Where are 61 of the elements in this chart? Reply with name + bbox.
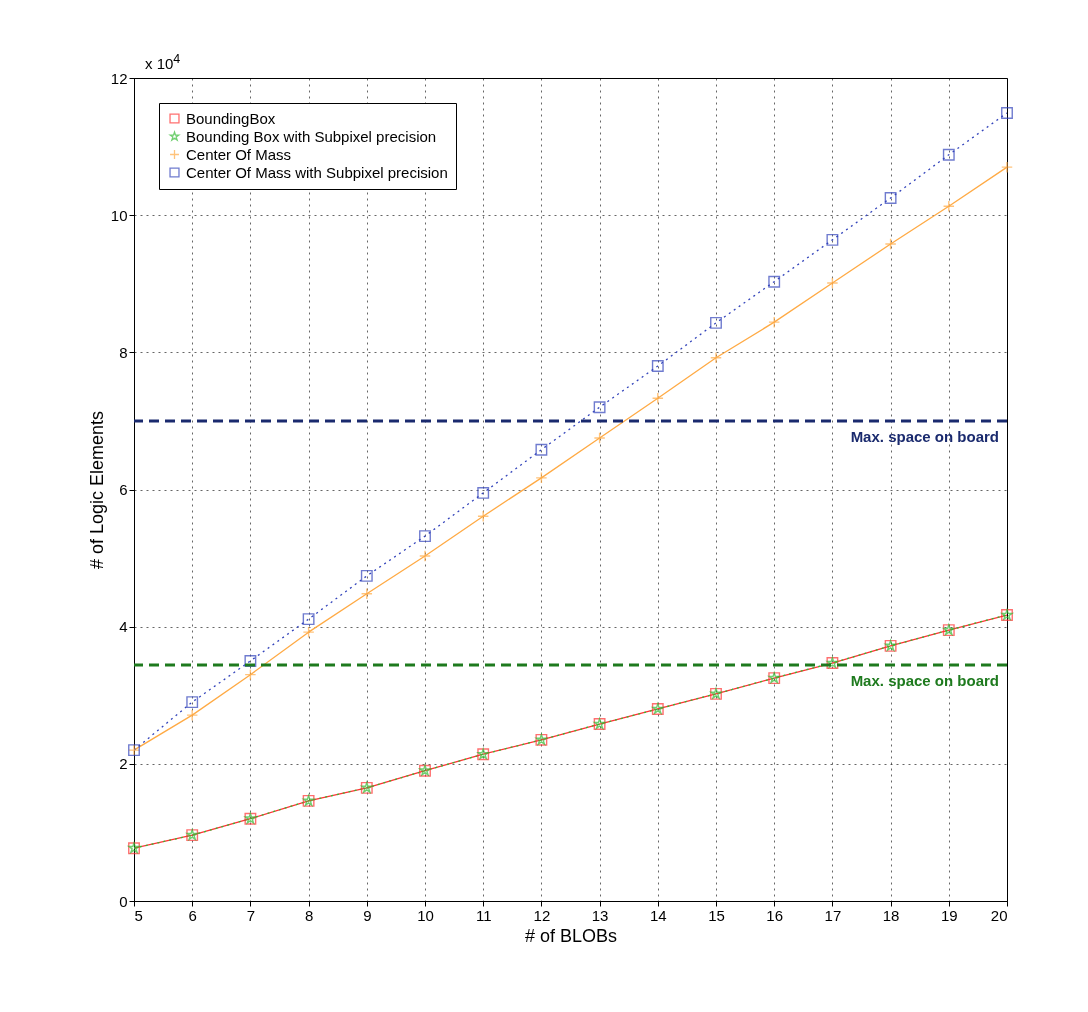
- point: [535, 471, 548, 484]
- y-tick-label: 0: [119, 892, 128, 910]
- point: [651, 392, 664, 405]
- point: [768, 275, 781, 288]
- x-tick-label: 16: [766, 906, 784, 924]
- point: [477, 486, 490, 499]
- y-tick-label: 12: [110, 69, 128, 87]
- point: [826, 277, 839, 290]
- point: [535, 443, 548, 456]
- point: [826, 233, 839, 246]
- y-tick-label: 6: [119, 481, 128, 498]
- point: [244, 668, 257, 681]
- point: [419, 550, 431, 562]
- ref-line-label: Max. space on board: [850, 427, 999, 445]
- point: [1001, 107, 1013, 119]
- y-axis-title: # of Logic Elements: [86, 410, 107, 570]
- x-tick-label: 13: [591, 906, 609, 924]
- x-tick-label: 15: [708, 906, 725, 924]
- point: [942, 200, 955, 213]
- legend-label: Center Of Mass: [186, 145, 292, 163]
- point: [593, 401, 606, 414]
- point: [884, 238, 897, 250]
- legend-label: Bounding Box with Subpixel precision: [186, 127, 437, 145]
- point: [360, 569, 373, 582]
- point: [884, 192, 897, 204]
- point: [477, 510, 490, 523]
- ref-line-label: Max. space on board: [850, 672, 999, 690]
- point: [942, 148, 955, 161]
- x-tick-label: 17: [824, 906, 842, 924]
- x-tick-label: 11: [475, 906, 492, 924]
- point: [302, 613, 315, 626]
- legend-label: Center Of Mass with Subpixel precision: [186, 163, 448, 181]
- point: [186, 709, 199, 722]
- point: [710, 351, 722, 364]
- point: [768, 316, 781, 329]
- point: [593, 432, 606, 445]
- x-tick-label: 10: [417, 906, 434, 924]
- x-tick-label: 12: [533, 906, 551, 924]
- y-tick-label: 10: [110, 206, 128, 224]
- x-tick-label: 19: [940, 906, 958, 924]
- point: [302, 626, 315, 639]
- y-tick-label: 2: [119, 755, 128, 773]
- y-tick-label: 8: [119, 343, 128, 361]
- x-tick-label: 18: [882, 906, 900, 924]
- y-tick-label: 4: [119, 618, 128, 636]
- point: [360, 587, 373, 600]
- x-tick-label: 9: [363, 906, 372, 924]
- x-tick-label: 8: [304, 906, 314, 924]
- point: [651, 360, 664, 372]
- x-tick-label: 20: [990, 906, 1008, 924]
- text: x 10$^{4}$: [145, 52, 181, 72]
- x-tick-label: 5: [134, 906, 143, 924]
- point: [186, 696, 199, 709]
- point: [1001, 161, 1013, 174]
- x-tick-label: 14: [649, 906, 667, 924]
- x-tick-label: 6: [188, 906, 197, 924]
- legend-label: BoundingBox: [186, 109, 276, 127]
- point: [419, 530, 431, 543]
- x-tick-label: 7: [246, 906, 256, 924]
- x-axis-title: # of BLOBs: [524, 925, 618, 946]
- point: [710, 316, 722, 329]
